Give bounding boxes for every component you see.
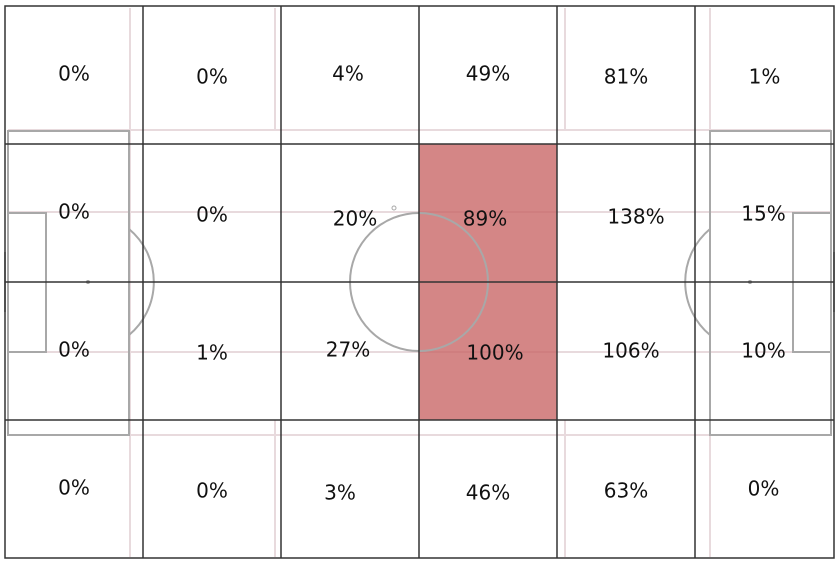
zone-value-label: 138% [607, 205, 664, 229]
zone-highlight [419, 282, 557, 420]
zone-value-label: 20% [333, 207, 377, 231]
zone-value-label: 46% [466, 481, 510, 505]
zone-highlight [419, 144, 557, 282]
highlight-layer [419, 144, 557, 420]
zone-value-label: 3% [324, 481, 356, 505]
zone-value-label: 0% [58, 338, 90, 362]
zone-value-label: 1% [749, 65, 781, 89]
small-marker [391, 205, 397, 211]
zone-grid [4, 5, 835, 559]
left-penalty-area [7, 130, 130, 436]
zone-labels: 0% 0% 4% 49% 81% 1% 0% 0% 20% 89% 138% 15% 0% 1% 27% 10… [58, 62, 786, 505]
zone-value-label: 4% [332, 62, 364, 86]
zone-value-label: 0% [58, 62, 90, 86]
zone-value-label: 10% [741, 339, 785, 363]
zone-value-label: 0% [196, 65, 228, 89]
right-penalty-area [709, 130, 832, 436]
zone-value-label: 81% [604, 65, 648, 89]
zone-value-label: 89% [463, 207, 507, 231]
zone-value-label: 0% [748, 477, 780, 501]
zone-value-label: 15% [741, 202, 785, 226]
zone-value-label: 63% [604, 479, 648, 503]
zone-value-label: 0% [58, 476, 90, 500]
zone-value-label: 27% [326, 338, 370, 362]
zone-value-label: 1% [196, 341, 228, 365]
zone-value-label: 0% [196, 203, 228, 227]
zone-value-label: 100% [466, 341, 523, 365]
zone-value-label: 106% [602, 339, 659, 363]
zone-value-label: 0% [58, 200, 90, 224]
zone-value-label: 49% [466, 62, 510, 86]
zone-value-label: 0% [196, 479, 228, 503]
